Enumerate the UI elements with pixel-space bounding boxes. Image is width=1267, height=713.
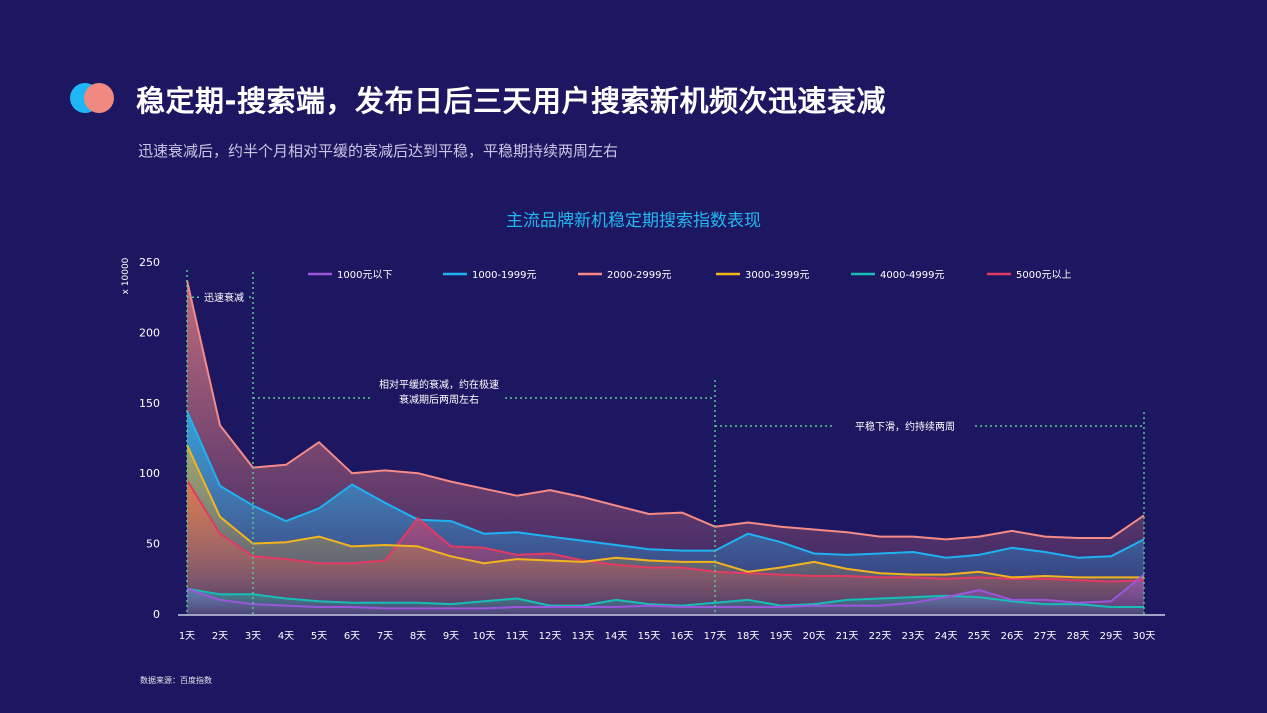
annotation-gradual-decay-line2: 衰减期后两周左右: [399, 393, 479, 406]
y-tick-label: 250: [139, 256, 160, 269]
x-tick-label: 12天: [539, 631, 562, 642]
x-tick-label: 6天: [344, 631, 360, 642]
x-tick-label: 29天: [1100, 631, 1123, 642]
x-tick-label: 13天: [572, 631, 595, 642]
line-5000元以上: [186, 479, 1145, 583]
x-tick-label: 9天: [443, 631, 459, 642]
y-tick-label: 150: [139, 397, 160, 410]
x-tick-label: 11天: [506, 631, 529, 642]
annotation-gradual-decay: 相对平缓的衰减，约在极速: [379, 378, 499, 391]
x-tick-label: 14天: [605, 631, 628, 642]
x-tick-label: 17天: [704, 631, 727, 642]
x-tick-label: 2天: [212, 631, 228, 642]
x-tick-label: 3天: [245, 631, 261, 642]
y-tick-label: 50: [146, 538, 160, 551]
x-tick-label: 16天: [671, 631, 694, 642]
chart-title: 主流品牌新机稳定期搜索指数表现: [506, 211, 761, 231]
legend-label: 5000元以上: [1016, 269, 1071, 281]
legend-label: 1000元以下: [337, 270, 392, 281]
y-tick-label: 100: [139, 467, 160, 480]
x-tick-label: 15天: [638, 631, 661, 642]
x-tick-label: 1天: [179, 631, 195, 642]
x-tick-label: 28天: [1067, 631, 1090, 642]
annotation-stable-decline: 平稳下滑，约持续两周: [855, 420, 955, 433]
y-axis-unit: x 10000: [121, 257, 131, 294]
legend: 1000元以下 1000-1999元 2000-2999元 3000-3999元 400…: [308, 269, 1071, 281]
x-tick-label: 8天: [410, 631, 426, 642]
x-tick-label: 5天: [311, 631, 327, 642]
line-3000-3999元: [186, 444, 1144, 579]
legend-label: 3000-3999元: [745, 270, 810, 281]
line-1000元以下: [186, 573, 1145, 610]
x-tick-label: 7天: [377, 631, 393, 642]
annotation-rapid-decay: 迅速衰减: [204, 291, 244, 304]
x-tick-label: 4天: [278, 631, 294, 642]
logo-circle-pink: [84, 83, 114, 113]
x-tick-label: 19天: [770, 631, 793, 642]
x-tick-label: 21天: [836, 631, 859, 642]
page-title: 稳定期-搜索端，发布日后三天用户搜索新机频次迅速衰减: [136, 84, 887, 118]
x-tick-label: 25天: [968, 631, 991, 642]
header-logo: [70, 83, 116, 113]
page-subtitle: 迅速衰减后，约半个月相对平缓的衰减后达到平稳，平稳期持续两周左右: [138, 142, 619, 160]
x-tick-label: 27天: [1034, 631, 1057, 642]
line-4000-4999元: [186, 587, 1144, 608]
x-tick-label: 23天: [902, 631, 925, 642]
x-tick-label: 20天: [803, 631, 826, 642]
x-tick-label: 26天: [1001, 631, 1024, 642]
x-tick-label: 18天: [737, 631, 760, 642]
x-tick-label: 30天: [1133, 631, 1156, 642]
line-1000-1999元: [186, 410, 1145, 559]
x-tick-label: 10天: [473, 631, 496, 642]
legend-label: 2000-2999元: [607, 270, 672, 281]
data-source: 数据来源：百度指数: [140, 676, 212, 685]
x-tick-label: 22天: [869, 631, 892, 642]
line-2000-2999元: [186, 280, 1145, 541]
x-tick-label: 24天: [935, 631, 958, 642]
legend-label: 4000-4999元: [880, 270, 945, 281]
line-layer: [186, 280, 1145, 610]
area-3000-3999元: [187, 445, 1144, 614]
y-tick-label: 0: [153, 608, 160, 621]
legend-label: 1000-1999元: [472, 270, 537, 281]
axes-layer: 1天 2天 3天 4天 5天 6天 7天 8天 9天 10天 11天 12天 13天 14天 15天 16天 1…: [121, 256, 1165, 642]
y-tick-label: 200: [139, 326, 160, 339]
